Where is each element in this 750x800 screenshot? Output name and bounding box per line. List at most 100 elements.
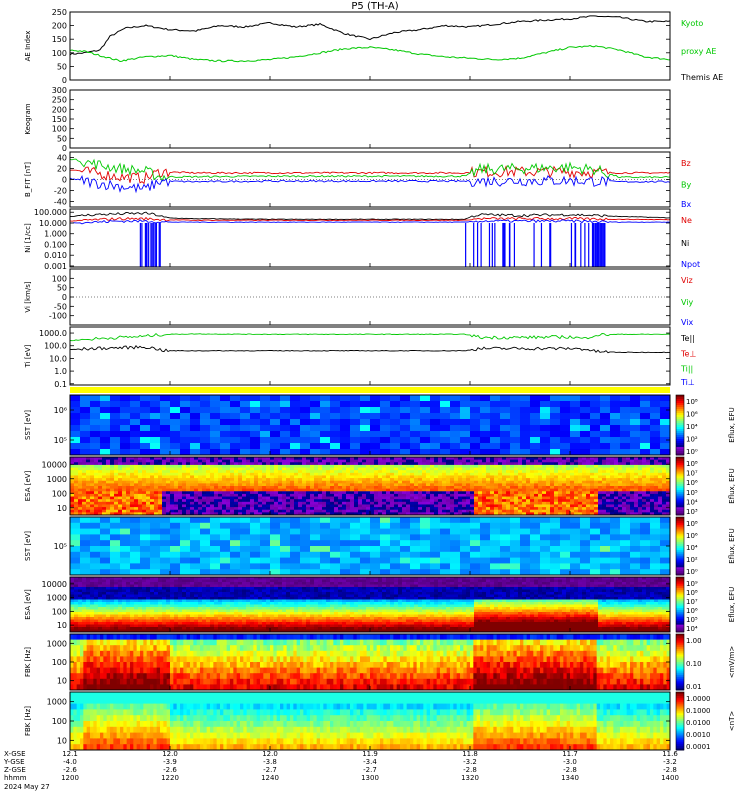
spectro-cell	[460, 534, 471, 541]
spectro-cell	[570, 483, 575, 487]
spectro-cell	[214, 509, 219, 513]
y-tick-label: 0.1	[54, 380, 67, 389]
spectro-cell	[146, 464, 151, 469]
spectro-cell	[380, 419, 391, 426]
spectro-cell	[658, 496, 663, 500]
spectro-cell	[534, 475, 539, 479]
spectro-cell	[414, 493, 419, 498]
spectro-cell	[78, 612, 83, 615]
spectro-cell	[74, 604, 79, 608]
spectro-cell	[170, 501, 175, 505]
spectro-cell	[470, 551, 481, 559]
spectro-cell	[598, 459, 603, 463]
spectro-cell	[538, 509, 543, 513]
spectro-cell	[346, 462, 351, 466]
spectro-cell	[302, 509, 307, 513]
spectro-cell	[314, 499, 319, 503]
spectro-cell	[218, 467, 223, 471]
spectro-cell	[278, 501, 283, 505]
spectro-cell	[658, 499, 663, 503]
colorbar-segment	[676, 491, 684, 495]
spectro-cell	[330, 509, 335, 513]
y-tick-label: 50	[57, 62, 67, 71]
spectro-cell	[326, 504, 331, 508]
spectro-cell	[270, 407, 281, 414]
spectro-cell	[262, 493, 267, 498]
spectro-cell	[602, 470, 607, 474]
spectro-cell	[650, 483, 655, 487]
spectro-cell	[610, 486, 615, 490]
spectro-cell	[322, 486, 327, 490]
spectro-cell	[386, 480, 391, 484]
spectro-cell	[498, 475, 503, 479]
spectro-cell	[78, 493, 83, 498]
spectro-cell	[386, 507, 391, 511]
spectro-cell	[100, 551, 111, 559]
spectro-cell	[502, 483, 507, 487]
spectro-cell	[120, 563, 131, 570]
spectro-cell	[150, 462, 155, 466]
spectro-cell	[74, 488, 79, 492]
spectro-cell	[270, 475, 275, 479]
spectro-cell	[254, 462, 259, 466]
spectro-cell	[338, 459, 343, 463]
spectro-cell	[482, 507, 487, 511]
spectro-cell	[630, 557, 641, 564]
y-tick-label: 300	[52, 86, 67, 95]
spectro-cell	[458, 470, 463, 474]
spectro-cell	[458, 501, 463, 505]
spectro-cell	[610, 457, 615, 461]
spectro-cell	[506, 491, 511, 495]
spectro-cell	[250, 563, 261, 570]
spectro-cell	[310, 504, 315, 508]
spectro-cell	[470, 419, 481, 426]
spectro-cell	[550, 517, 561, 524]
spectro-cell	[618, 512, 623, 515]
spectro-cell	[650, 486, 655, 490]
spectro-cell	[638, 470, 643, 474]
spectro-cell	[70, 563, 81, 570]
spectro-cell	[540, 437, 551, 444]
spectro-cell	[140, 419, 151, 426]
spectro-cell	[398, 488, 403, 492]
spectro-cell	[74, 472, 79, 476]
spectro-cell	[90, 512, 95, 515]
spectro-cell	[206, 488, 211, 492]
spectro-cell	[586, 486, 591, 490]
spectro-cell	[210, 569, 221, 575]
spectro-cell	[430, 517, 441, 524]
spectro-cell	[580, 401, 591, 408]
spectro-cell	[654, 509, 659, 513]
spectro-cell	[350, 459, 355, 463]
spectro-cell	[622, 486, 627, 490]
spectro-cell	[478, 486, 483, 490]
spectro-cell	[600, 449, 611, 455]
spectro-cell	[218, 501, 223, 505]
spectro-cell	[178, 488, 183, 492]
spectro-cell	[422, 507, 427, 511]
spectro-cell	[350, 437, 361, 444]
spectro-cell	[402, 499, 407, 503]
spectro-cell	[406, 478, 411, 482]
spectro-cell	[660, 569, 670, 575]
colorbar-tick-label: 10⁸	[686, 460, 698, 468]
legend-entry: Ni	[681, 239, 689, 248]
spectro-cell	[662, 483, 667, 487]
spectro-cell	[474, 493, 479, 498]
spectro-cell	[310, 491, 315, 495]
spectro-cell	[486, 457, 491, 461]
spectro-cell	[662, 464, 667, 469]
spectro-cell	[74, 577, 79, 580]
spectro-cell	[490, 546, 501, 553]
spectro-cell	[638, 475, 643, 479]
spectro-cell	[234, 488, 239, 492]
spectro-cell	[320, 401, 331, 408]
spectro-cell	[390, 431, 401, 438]
spectro-cell	[460, 419, 471, 426]
spectro-cell	[120, 425, 131, 432]
spectro-cell	[622, 507, 627, 511]
spectro-cell	[314, 486, 319, 490]
spectro-cell	[338, 475, 343, 479]
spectro-cell	[400, 557, 411, 564]
spectro-cell	[290, 504, 295, 508]
